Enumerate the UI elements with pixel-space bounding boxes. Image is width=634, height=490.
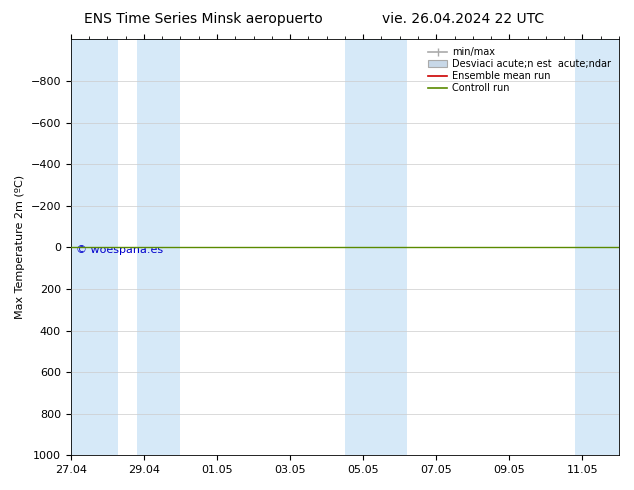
Text: vie. 26.04.2024 22 UTC: vie. 26.04.2024 22 UTC <box>382 12 544 26</box>
Text: © woespana.es: © woespana.es <box>76 245 164 255</box>
Text: ENS Time Series Minsk aeropuerto: ENS Time Series Minsk aeropuerto <box>84 12 322 26</box>
Bar <box>71 40 119 455</box>
Legend: min/max, Desviaci acute;n est  acute;ndar, Ensemble mean run, Controll run: min/max, Desviaci acute;n est acute;ndar… <box>425 44 614 96</box>
Bar <box>345 40 407 455</box>
Y-axis label: Max Temperature 2m (ºC): Max Temperature 2m (ºC) <box>15 175 25 319</box>
Bar <box>575 40 619 455</box>
Bar <box>136 40 181 455</box>
